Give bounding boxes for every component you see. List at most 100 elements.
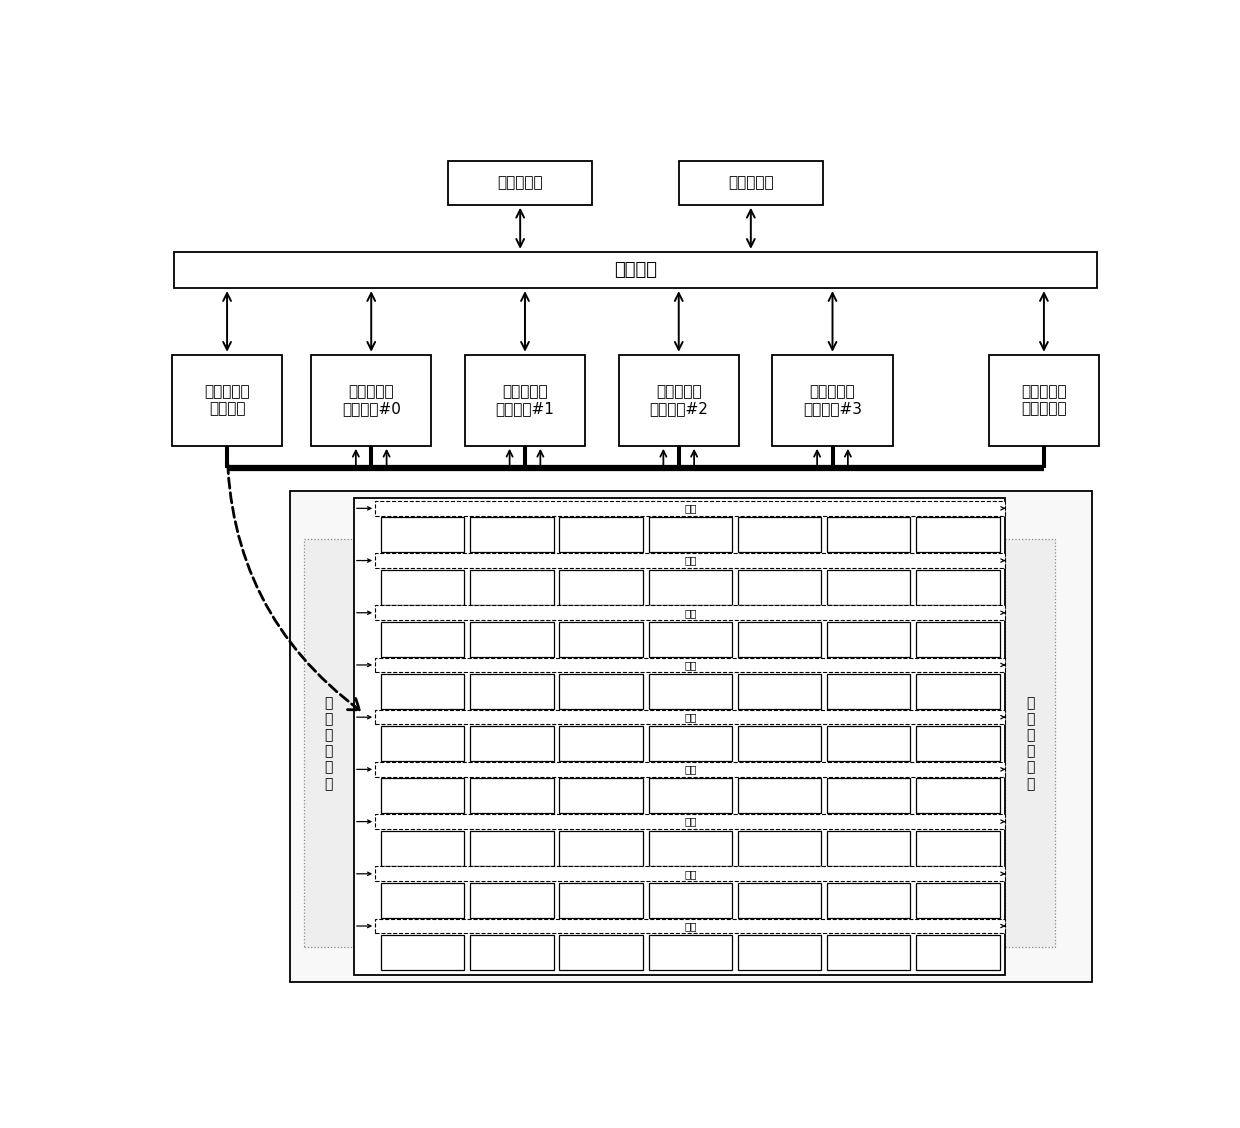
Text: 路由: 路由 — [684, 556, 697, 565]
Bar — [559, 622, 642, 656]
Bar — [649, 726, 732, 761]
Bar — [559, 675, 642, 710]
Bar — [827, 935, 910, 970]
Bar — [448, 161, 593, 205]
Bar — [916, 778, 999, 813]
Bar — [738, 675, 821, 710]
Bar — [649, 622, 732, 656]
Bar — [470, 726, 553, 761]
Bar — [374, 710, 1004, 724]
Bar — [470, 830, 553, 865]
Bar — [374, 501, 1004, 515]
Bar — [738, 726, 821, 761]
Bar — [738, 830, 821, 865]
Text: 路由: 路由 — [684, 817, 697, 827]
Bar — [174, 252, 1096, 289]
Bar — [827, 622, 910, 656]
Bar — [827, 883, 910, 918]
Bar — [916, 883, 999, 918]
Bar — [470, 570, 553, 605]
Bar — [1006, 539, 1055, 948]
Bar — [559, 518, 642, 553]
Bar — [916, 622, 999, 656]
Bar — [374, 814, 1004, 829]
Bar — [559, 883, 642, 918]
Bar — [353, 499, 1006, 976]
Bar — [470, 778, 553, 813]
Text: 阵
列
输
出
接
口: 阵 列 输 出 接 口 — [1027, 696, 1034, 791]
Bar — [374, 763, 1004, 777]
Bar — [649, 778, 732, 813]
Bar — [738, 622, 821, 656]
Bar — [649, 570, 732, 605]
Bar — [738, 518, 821, 553]
Text: 路由: 路由 — [684, 922, 697, 931]
Text: 动态可重构
计算阵列#0: 动态可重构 计算阵列#0 — [342, 384, 401, 416]
Bar — [916, 726, 999, 761]
Bar — [374, 866, 1004, 881]
Bar — [649, 675, 732, 710]
Bar — [678, 161, 823, 205]
Bar — [827, 778, 910, 813]
Bar — [649, 883, 732, 918]
Bar — [381, 830, 464, 865]
Bar — [559, 778, 642, 813]
Bar — [738, 778, 821, 813]
Bar — [827, 726, 910, 761]
Bar — [619, 354, 739, 446]
Bar — [649, 518, 732, 553]
Bar — [381, 518, 464, 553]
Bar — [559, 726, 642, 761]
Text: 动态可重构
计算阵列#3: 动态可重构 计算阵列#3 — [804, 384, 862, 416]
Bar — [827, 518, 910, 553]
Text: 路由: 路由 — [684, 503, 697, 513]
Bar — [374, 918, 1004, 933]
Text: 路由: 路由 — [684, 660, 697, 670]
Bar — [559, 935, 642, 970]
Text: 自适硬件预
配置控制器: 自适硬件预 配置控制器 — [1021, 384, 1066, 416]
Bar — [374, 658, 1004, 672]
Text: 动态可重构
计算阵列#1: 动态可重构 计算阵列#1 — [496, 384, 554, 416]
Bar — [649, 830, 732, 865]
Bar — [738, 570, 821, 605]
Bar — [738, 883, 821, 918]
FancyArrowPatch shape — [227, 449, 360, 710]
Bar — [827, 570, 910, 605]
Bar — [773, 354, 893, 446]
Bar — [381, 778, 464, 813]
Bar — [374, 606, 1004, 620]
Bar — [470, 883, 553, 918]
Bar — [827, 830, 910, 865]
Text: 路由: 路由 — [684, 712, 697, 722]
Bar — [470, 622, 553, 656]
Bar — [172, 354, 283, 446]
Bar — [381, 726, 464, 761]
Bar — [381, 622, 464, 656]
Bar — [916, 518, 999, 553]
Bar — [470, 518, 553, 553]
Text: 阵
列
输
入
接
口: 阵 列 输 入 接 口 — [325, 696, 334, 791]
Bar — [304, 539, 353, 948]
Text: 片上存储器: 片上存储器 — [728, 176, 774, 191]
Bar — [559, 830, 642, 865]
Text: 路由: 路由 — [684, 608, 697, 618]
Text: 阵列配置信
息控制器: 阵列配置信 息控制器 — [205, 384, 250, 416]
Text: 路由: 路由 — [684, 765, 697, 775]
Bar — [381, 935, 464, 970]
Bar — [290, 492, 1092, 982]
Bar — [827, 675, 910, 710]
Bar — [738, 935, 821, 970]
Bar — [381, 883, 464, 918]
Text: 主控控制器: 主控控制器 — [497, 176, 543, 191]
Bar — [470, 935, 553, 970]
Bar — [381, 570, 464, 605]
Bar — [465, 354, 585, 446]
Text: 路由: 路由 — [684, 869, 697, 879]
Bar — [374, 553, 1004, 567]
Bar — [916, 935, 999, 970]
Bar — [470, 675, 553, 710]
Bar — [559, 570, 642, 605]
Bar — [916, 830, 999, 865]
Bar — [916, 675, 999, 710]
Bar — [988, 354, 1099, 446]
